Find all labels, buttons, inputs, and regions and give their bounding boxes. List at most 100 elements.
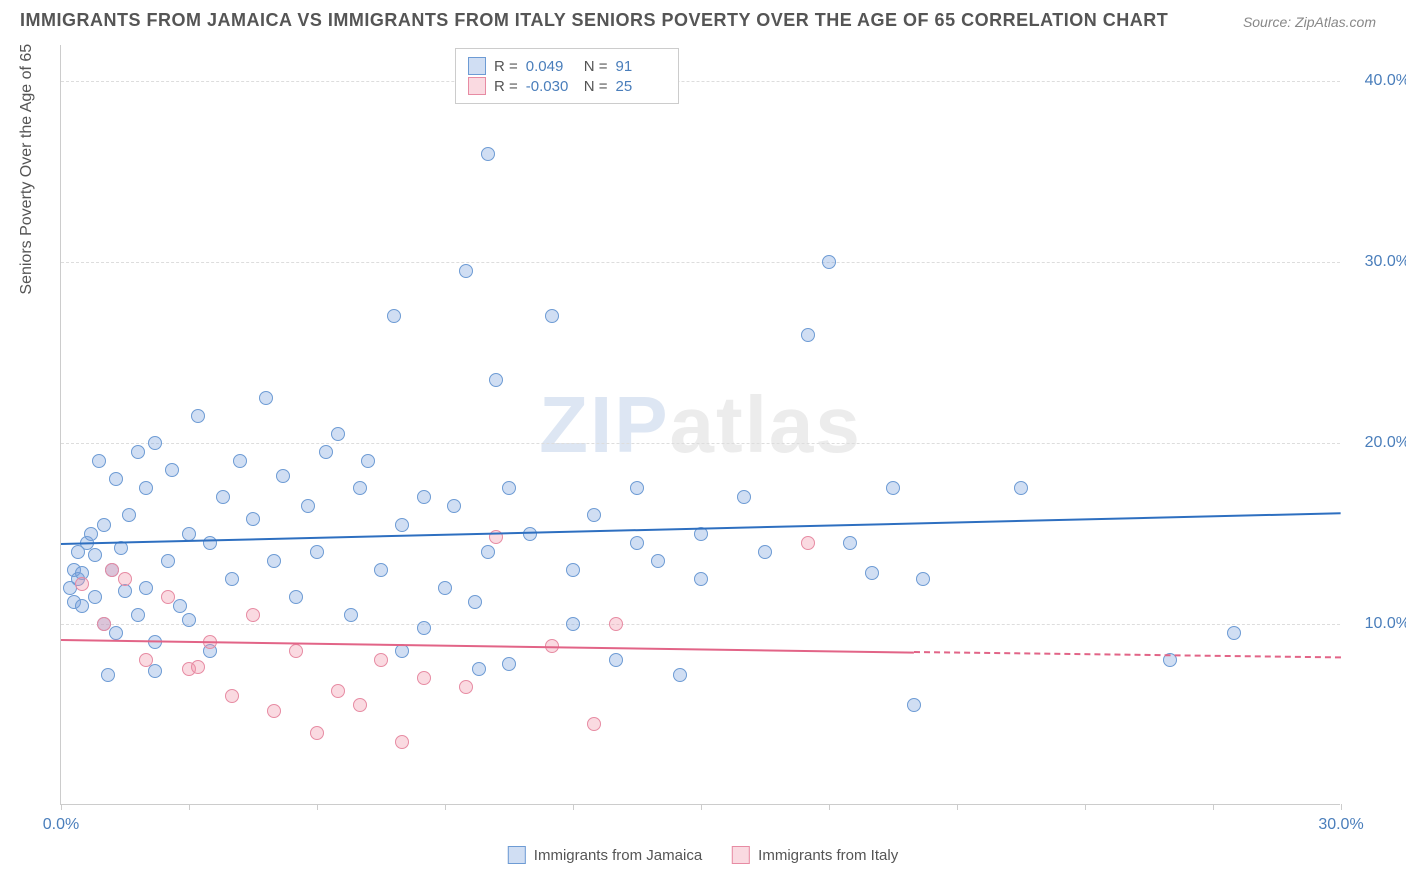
source-label: Source: ZipAtlas.com [1243, 14, 1376, 30]
data-point [267, 554, 281, 568]
x-tick-mark [445, 804, 446, 810]
data-point [225, 572, 239, 586]
data-point [97, 617, 111, 631]
data-point [417, 621, 431, 635]
x-tick-mark [1213, 804, 1214, 810]
y-tick-label: 20.0% [1350, 434, 1406, 452]
data-point [353, 481, 367, 495]
r-value: -0.030 [526, 78, 576, 95]
data-point [481, 545, 495, 559]
data-point [246, 608, 260, 622]
legend-item: Immigrants from Jamaica [508, 846, 702, 864]
chart-title: IMMIGRANTS FROM JAMAICA VS IMMIGRANTS FR… [20, 10, 1168, 31]
stats-row: R = 0.049 N = 91 [468, 57, 666, 75]
x-tick-mark [1341, 804, 1342, 810]
data-point [122, 508, 136, 522]
data-point [907, 698, 921, 712]
data-point [75, 577, 89, 591]
data-point [233, 454, 247, 468]
data-point [630, 481, 644, 495]
data-point [395, 644, 409, 658]
data-point [587, 508, 601, 522]
data-point [822, 255, 836, 269]
data-point [801, 328, 815, 342]
legend-swatch [468, 77, 486, 95]
data-point [481, 147, 495, 161]
data-point [92, 454, 106, 468]
n-label: N = [584, 58, 608, 75]
n-value: 91 [616, 58, 666, 75]
data-point [109, 472, 123, 486]
data-point [459, 680, 473, 694]
data-point [353, 698, 367, 712]
x-tick-mark [189, 804, 190, 810]
legend-label: Immigrants from Jamaica [534, 847, 702, 864]
data-point [737, 490, 751, 504]
data-point [587, 717, 601, 731]
data-point [182, 527, 196, 541]
data-point [191, 660, 205, 674]
data-point [139, 653, 153, 667]
plot-area: ZIPatlas 10.0%20.0%30.0%40.0%0.0%30.0% [60, 45, 1340, 805]
data-point [468, 595, 482, 609]
data-point [651, 554, 665, 568]
gridline [61, 624, 1340, 625]
data-point [118, 584, 132, 598]
data-point [289, 590, 303, 604]
data-point [139, 481, 153, 495]
data-point [101, 668, 115, 682]
data-point [387, 309, 401, 323]
x-tick-label: 0.0% [43, 816, 79, 834]
data-point [609, 617, 623, 631]
data-point [843, 536, 857, 550]
data-point [88, 590, 102, 604]
data-point [161, 554, 175, 568]
data-point [165, 463, 179, 477]
data-point [609, 653, 623, 667]
data-point [916, 572, 930, 586]
data-point [301, 499, 315, 513]
n-label: N = [584, 78, 608, 95]
stats-legend: R = 0.049 N = 91R = -0.030 N = 25 [455, 48, 679, 104]
data-point [331, 427, 345, 441]
data-point [673, 668, 687, 682]
data-point [259, 391, 273, 405]
data-point [459, 264, 473, 278]
r-label: R = [494, 58, 518, 75]
data-point [545, 309, 559, 323]
trend-line [61, 639, 914, 654]
x-tick-label: 30.0% [1318, 816, 1363, 834]
data-point [118, 572, 132, 586]
data-point [886, 481, 900, 495]
data-point [447, 499, 461, 513]
data-point [75, 599, 89, 613]
data-point [191, 409, 205, 423]
x-tick-mark [829, 804, 830, 810]
data-point [319, 445, 333, 459]
data-point [472, 662, 486, 676]
data-point [203, 536, 217, 550]
y-axis-label: Seniors Poverty Over the Age of 65 [18, 44, 36, 295]
data-point [131, 445, 145, 459]
data-point [105, 563, 119, 577]
data-point [84, 527, 98, 541]
data-point [758, 545, 772, 559]
bottom-legend: Immigrants from Jamaica Immigrants from I… [508, 846, 898, 864]
data-point [97, 518, 111, 532]
data-point [489, 373, 503, 387]
data-point [1227, 626, 1241, 640]
r-value: 0.049 [526, 58, 576, 75]
legend-item: Immigrants from Italy [732, 846, 898, 864]
y-tick-label: 40.0% [1350, 72, 1406, 90]
data-point [344, 608, 358, 622]
data-point [566, 563, 580, 577]
data-point [374, 653, 388, 667]
data-point [374, 563, 388, 577]
n-value: 25 [616, 78, 666, 95]
data-point [310, 545, 324, 559]
data-point [173, 599, 187, 613]
data-point [801, 536, 815, 550]
y-tick-label: 30.0% [1350, 253, 1406, 271]
data-point [289, 644, 303, 658]
data-point [216, 490, 230, 504]
